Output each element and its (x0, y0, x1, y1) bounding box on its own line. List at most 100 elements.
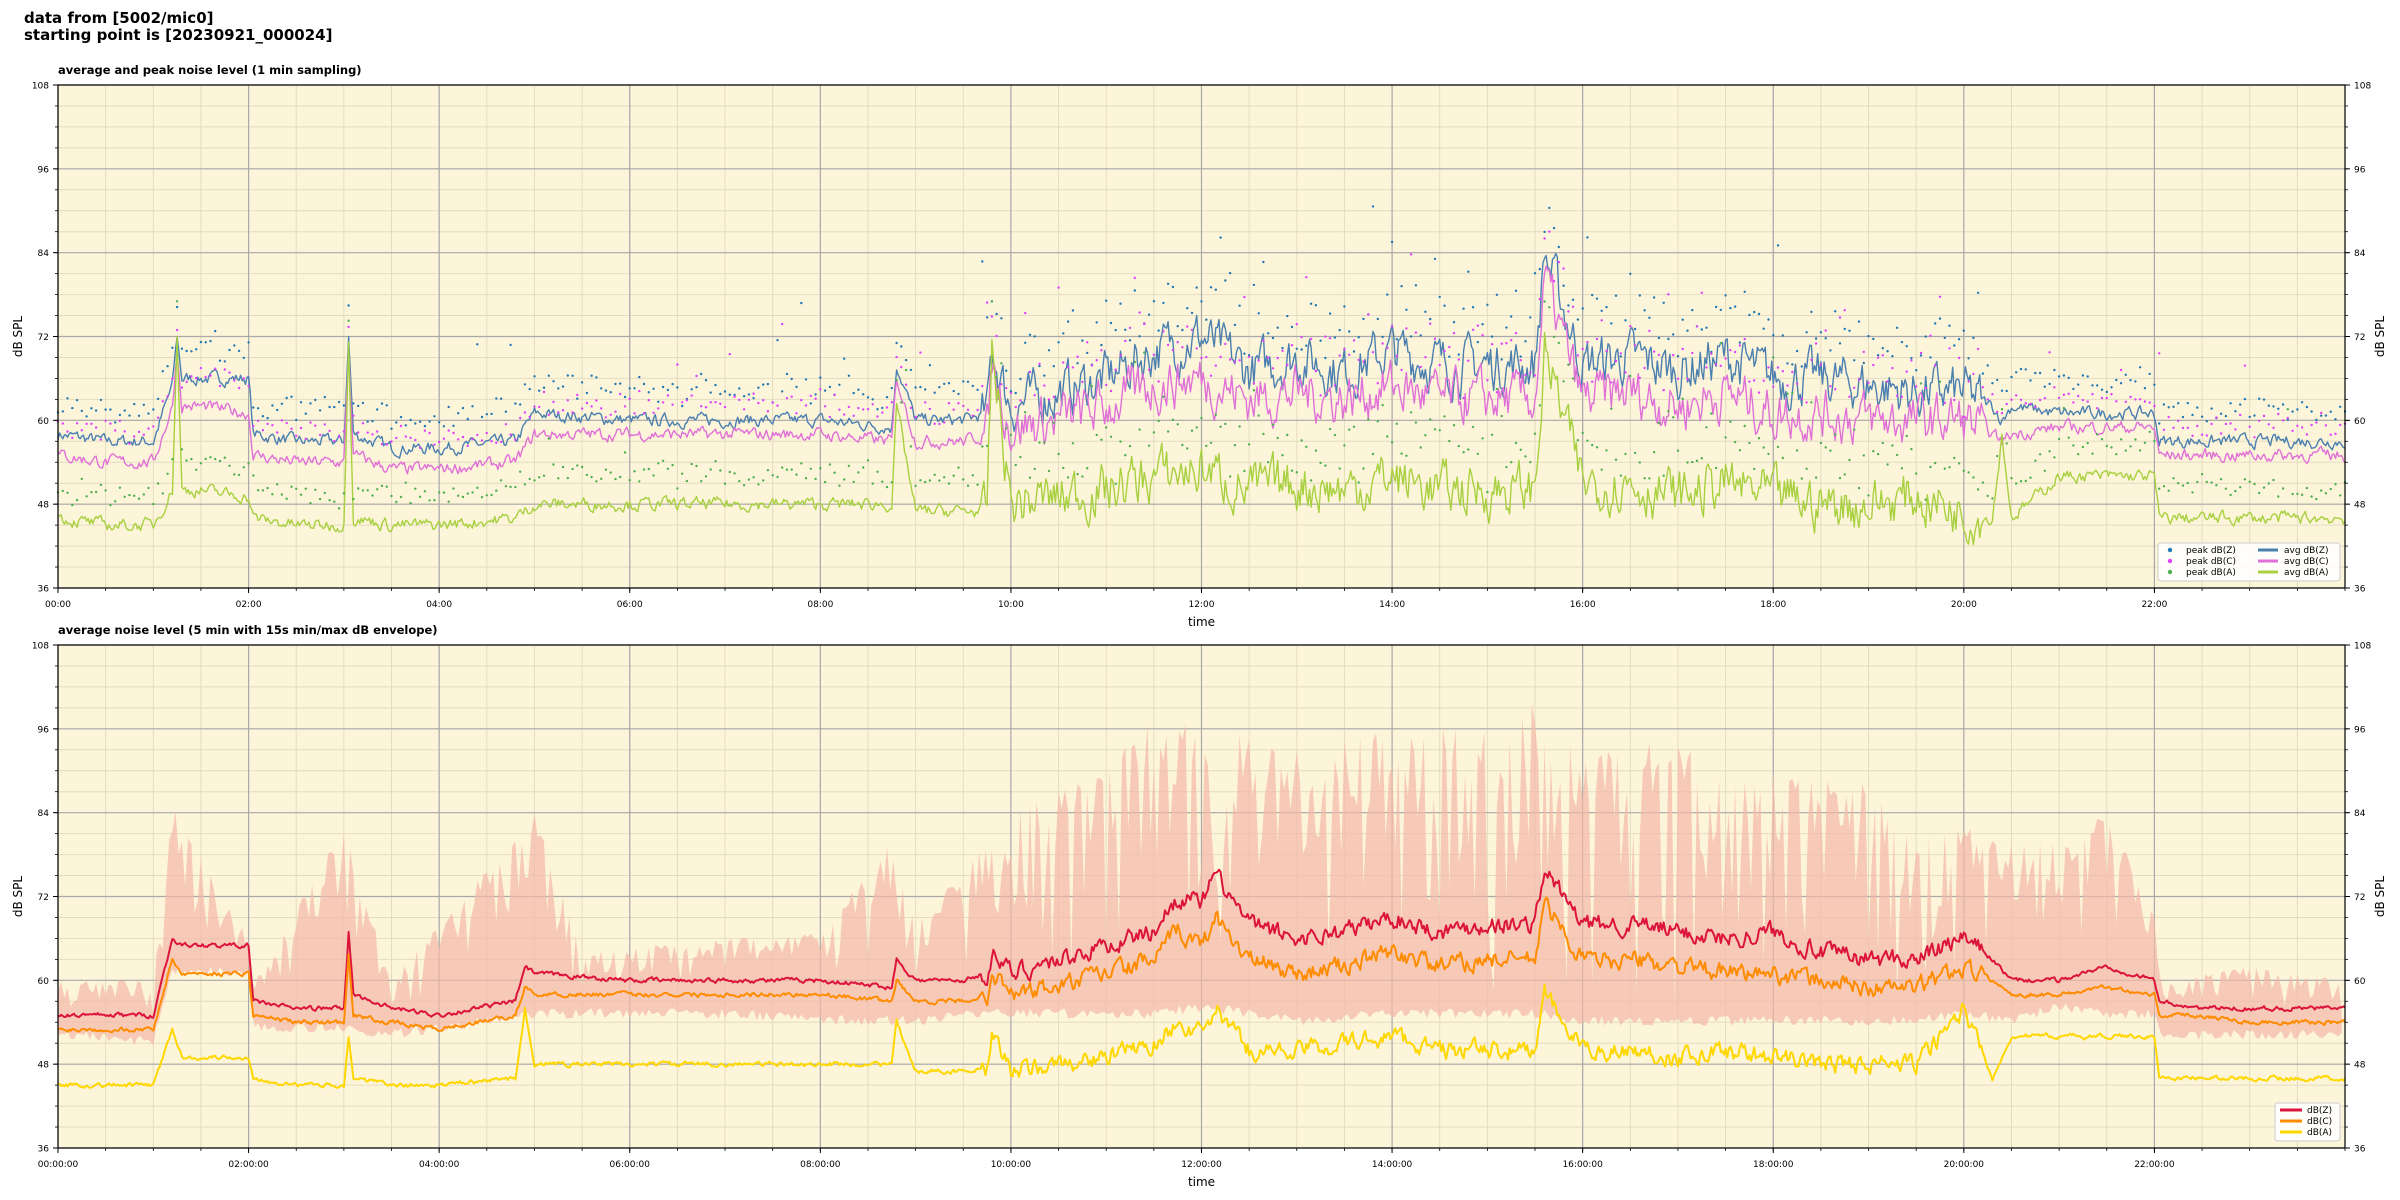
peak-point (1548, 306, 1551, 309)
peak-point (1786, 392, 1789, 395)
peak-point (1776, 445, 1780, 449)
peak-point (256, 419, 260, 422)
peak-point (2115, 400, 2118, 403)
peak-point (333, 440, 336, 443)
peak-point (133, 402, 136, 406)
peak-point (628, 397, 631, 400)
peak-point (2191, 434, 2194, 437)
peak-point (1257, 312, 1260, 315)
peak-point (519, 403, 522, 406)
peak-point (218, 384, 222, 388)
x-tick-label: 00:00 (45, 600, 71, 610)
peak-point (71, 406, 74, 410)
peak-point (1357, 336, 1360, 339)
peak-point (2043, 469, 2047, 472)
peak-point (1967, 471, 1970, 474)
min-max-envelope (58, 703, 2342, 1046)
peak-point (1638, 294, 1642, 297)
peak-point (1619, 355, 1623, 358)
peak-point (1624, 452, 1627, 456)
peak-point (1905, 370, 1908, 373)
peak-point (2081, 374, 2085, 377)
peak-point (1705, 366, 1708, 369)
peak-point (1467, 448, 1470, 451)
peak-point (981, 384, 984, 388)
peak-point (66, 430, 69, 433)
peak-point (2115, 378, 2118, 382)
peak-point (237, 473, 241, 477)
peak-point (804, 477, 808, 480)
peak-point (1676, 355, 1680, 358)
peak-point (1552, 226, 1556, 230)
peak-point (995, 334, 998, 338)
peak-point (2191, 413, 2194, 417)
peak-point (471, 438, 474, 441)
peak-point (2181, 415, 2185, 419)
peak-point (2329, 433, 2332, 436)
peak-point (709, 468, 712, 471)
peak-point (1467, 270, 1470, 273)
peak-point (80, 477, 84, 481)
peak-point (1905, 434, 1908, 438)
peak-point (1705, 426, 1708, 429)
peak-point (109, 422, 112, 425)
peak-point (1262, 339, 1265, 342)
peak-point (2172, 405, 2175, 408)
peak-point (252, 474, 255, 477)
peak-point (280, 493, 284, 496)
peak-point (1038, 364, 1041, 368)
peak-point (1757, 312, 1761, 316)
peak-point (1834, 310, 1837, 313)
peak-point (2281, 419, 2285, 422)
peak-point (661, 401, 665, 404)
peak-point (228, 348, 231, 352)
peak-point (1767, 452, 1770, 456)
peak-point (571, 374, 574, 377)
peak-point (1672, 333, 1675, 336)
peak-point (266, 486, 269, 490)
peak-point (1514, 289, 1518, 292)
peak-point (447, 500, 450, 503)
peak-point (762, 383, 765, 386)
peak-point (414, 487, 417, 490)
peak-point (814, 477, 817, 481)
peak-point (271, 493, 274, 496)
peak-point (1333, 336, 1337, 339)
peak-point (128, 414, 131, 417)
peak-point (1252, 283, 1256, 287)
peak-point (442, 425, 446, 428)
peak-point (928, 479, 932, 482)
peak-point (1986, 398, 1989, 401)
peak-point (1976, 291, 1980, 294)
peak-point (957, 392, 960, 396)
peak-point (1238, 425, 1241, 428)
peak-point (1524, 373, 1527, 377)
peak-point (852, 480, 855, 484)
peak-point (595, 376, 598, 379)
peak-point (1953, 344, 1956, 347)
series-line-db-c- (57, 896, 2346, 1034)
peak-point (114, 421, 117, 424)
peak-point (1171, 418, 1175, 421)
peak-point (2148, 430, 2151, 433)
peak-point (1943, 467, 1947, 470)
peak-point (2034, 459, 2037, 462)
peak-point (1267, 356, 1270, 359)
peak-point (1934, 461, 1937, 465)
peak-point (2077, 453, 2080, 456)
peak-point (1514, 441, 1518, 445)
peak-point (1424, 434, 1427, 437)
peak-point (1338, 467, 1341, 470)
peak-point (209, 456, 212, 459)
peak-point (1591, 380, 1594, 383)
peak-point (933, 473, 936, 476)
peak-point (1762, 379, 1765, 382)
peak-point (1672, 353, 1675, 357)
peak-point (823, 405, 827, 408)
peak-point (242, 377, 245, 380)
peak-point (447, 429, 450, 432)
peak-point (2196, 406, 2199, 409)
peak-point (1443, 415, 1446, 418)
peak-point (1733, 305, 1737, 308)
peak-point (75, 498, 79, 502)
